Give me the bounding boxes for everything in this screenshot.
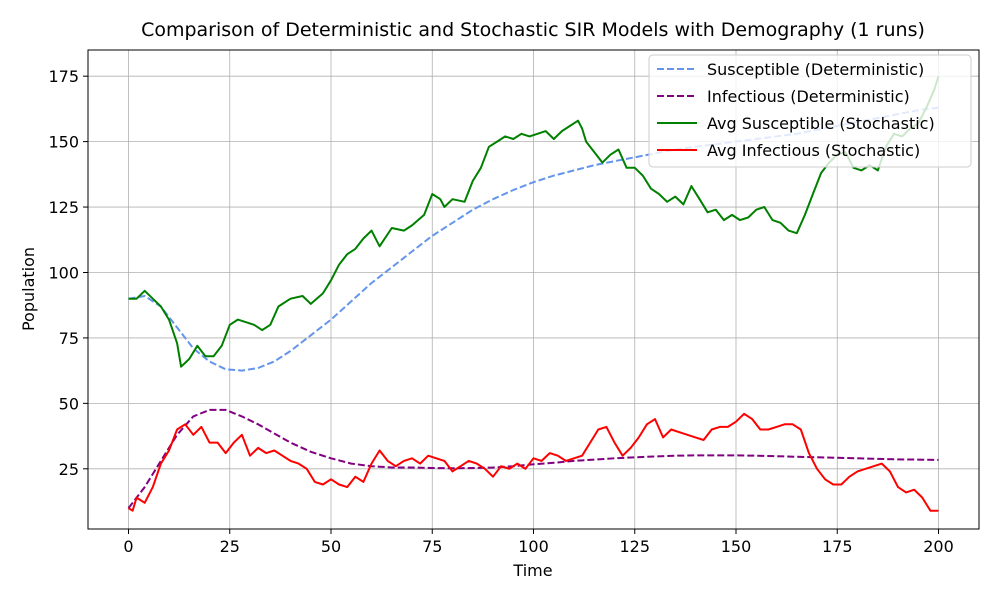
x-tick-label: 125 bbox=[619, 537, 650, 556]
y-tick-label: 50 bbox=[59, 394, 79, 413]
y-tick-label: 150 bbox=[48, 133, 79, 152]
x-tick-label: 75 bbox=[422, 537, 442, 556]
legend-label-2: Infectious (Deterministic) bbox=[707, 87, 910, 106]
axis-ticks: 0 25 50 75 100 125 150 175 200 25 50 75 100 125 150 175 bbox=[48, 67, 953, 556]
y-tick-label: 75 bbox=[59, 329, 79, 348]
series-line-4 bbox=[127, 412, 939, 512]
x-tick-label: 100 bbox=[518, 537, 549, 556]
legend-label-4: Avg Infectious (Stochastic) bbox=[707, 141, 920, 160]
y-tick-label: 175 bbox=[48, 67, 79, 86]
y-tick-label: 25 bbox=[59, 460, 79, 479]
chart-title: Comparison of Deterministic and Stochast… bbox=[141, 19, 925, 41]
legend-label-3: Avg Susceptible (Stochastic) bbox=[707, 114, 935, 133]
x-tick-label: 50 bbox=[321, 537, 341, 556]
x-tick-label: 200 bbox=[923, 537, 954, 556]
y-tick-label: 100 bbox=[48, 263, 79, 282]
y-axis-label: Population bbox=[19, 247, 38, 331]
legend-box bbox=[648, 54, 972, 168]
legend-label-1: Susceptible (Deterministic) bbox=[707, 60, 924, 79]
x-tick-label: 175 bbox=[822, 537, 853, 556]
series-line-3 bbox=[128, 75, 940, 368]
legend: Susceptible (Deterministic) Infectious (D… bbox=[648, 54, 972, 168]
x-tick-label: 25 bbox=[220, 537, 240, 556]
y-tick-label: 125 bbox=[48, 198, 79, 217]
x-tick-label: 0 bbox=[123, 537, 133, 556]
x-tick-label: 150 bbox=[721, 537, 752, 556]
x-axis-label: Time bbox=[512, 561, 552, 580]
